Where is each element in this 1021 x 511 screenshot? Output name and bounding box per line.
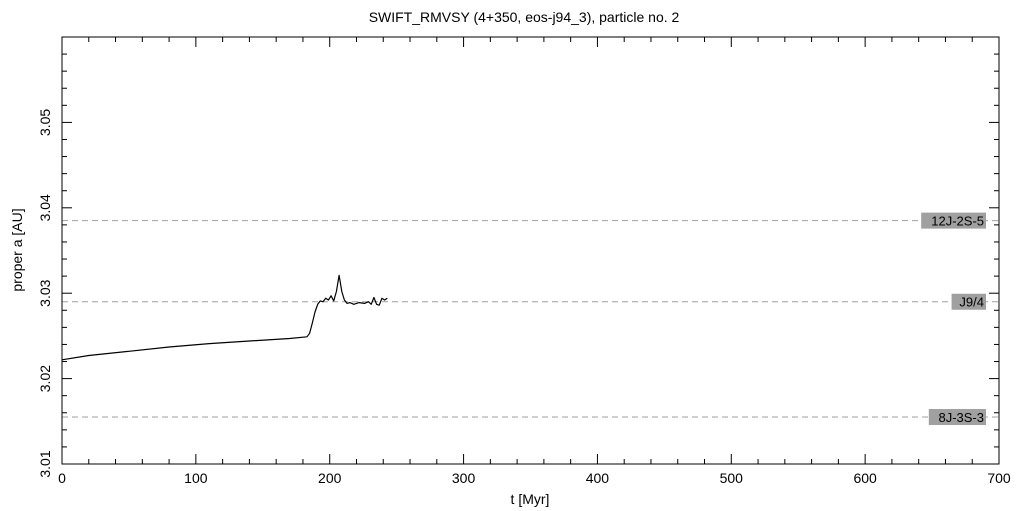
resonance-label: 12J-2S-5 — [931, 214, 984, 229]
resonance-label-box — [921, 212, 986, 229]
y-tick-label: 3.05 — [37, 109, 53, 136]
plot-frame — [61, 36, 1000, 465]
series-layer — [61, 274, 388, 361]
y-axis-label: proper a [AU] — [9, 208, 25, 291]
resonance-label: 8J-3S-3 — [938, 410, 984, 425]
resonance-label-box — [928, 409, 986, 426]
x-tick-label: 700 — [987, 470, 1011, 486]
resonance-layer: 12J-2S-5 J9/4 8J-3S-3 — [62, 212, 999, 426]
y-tick-label: 3.02 — [37, 365, 53, 392]
x-tick-label: 0 — [58, 470, 66, 486]
x-axis: 0 100 200 300 400 500 600 700 — [58, 37, 1011, 486]
y-tick-label: 3.03 — [37, 279, 53, 306]
series-line — [61, 274, 388, 361]
x-tick-label: 200 — [318, 470, 342, 486]
y-tick-label: 3.04 — [37, 194, 53, 221]
y-tick-label: 3.01 — [37, 450, 53, 477]
x-tick-label: 400 — [586, 470, 610, 486]
x-tick-label: 600 — [853, 470, 877, 486]
x-axis-label: t [Myr] — [511, 491, 550, 507]
x-tick-label: 300 — [452, 470, 476, 486]
resonance-label: J9/4 — [959, 295, 984, 310]
chart-title: SWIFT_RMVSY (4+350, eos-j94_3), particle… — [369, 9, 680, 25]
x-tick-label: 500 — [720, 470, 744, 486]
x-tick-label: 100 — [184, 470, 208, 486]
resonance-label-box — [951, 293, 986, 310]
y-axis: 3.01 3.02 3.03 3.04 3.05 — [37, 53, 999, 478]
